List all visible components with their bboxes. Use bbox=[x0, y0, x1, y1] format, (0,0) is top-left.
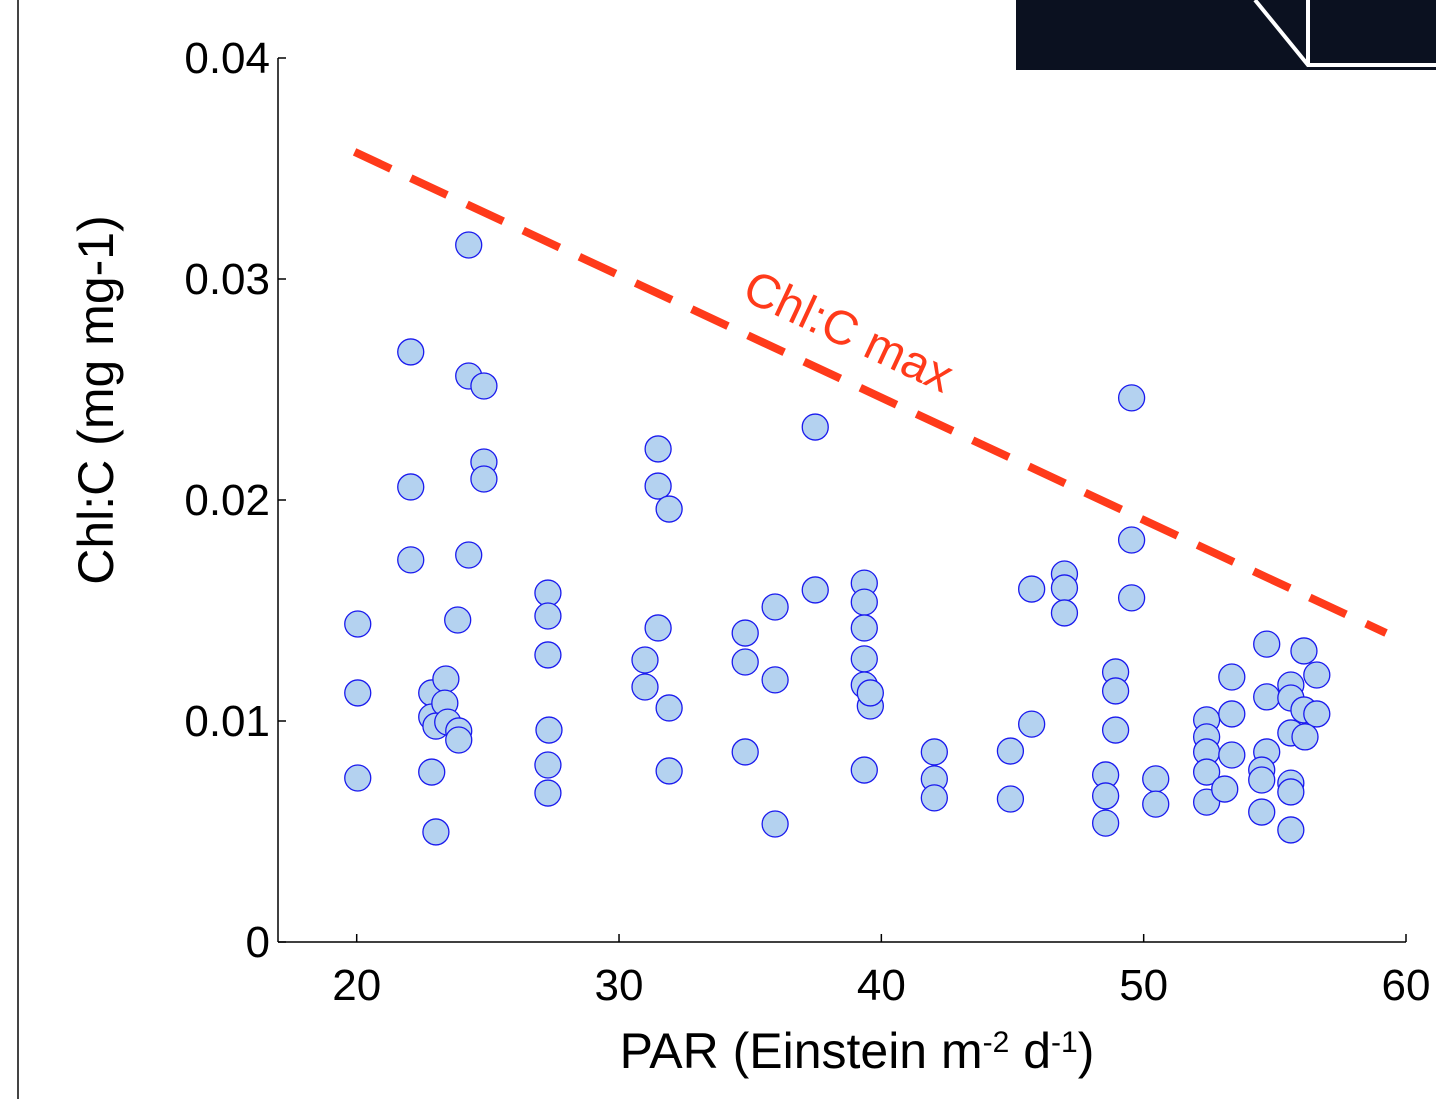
label-part: ) bbox=[1078, 1023, 1095, 1079]
x-tick-label: 50 bbox=[1119, 961, 1168, 1010]
point bbox=[1218, 663, 1246, 691]
point bbox=[850, 588, 878, 616]
point bbox=[856, 679, 884, 707]
point bbox=[801, 413, 829, 441]
point bbox=[631, 673, 659, 701]
image-block bbox=[1016, 0, 1436, 70]
point bbox=[535, 716, 563, 744]
superscript: -2 bbox=[983, 1026, 1010, 1059]
point bbox=[1248, 798, 1276, 826]
x-tick-label: 20 bbox=[332, 961, 381, 1010]
max-line-label: Chl:C max bbox=[736, 261, 961, 404]
point bbox=[534, 779, 562, 807]
point bbox=[1117, 384, 1146, 412]
point bbox=[397, 546, 425, 574]
point bbox=[1291, 723, 1319, 751]
y-axis-label: Chl:C (mg mg-1) bbox=[68, 215, 124, 584]
point bbox=[418, 758, 446, 786]
point bbox=[1142, 765, 1170, 793]
point bbox=[344, 679, 372, 707]
point bbox=[644, 614, 672, 642]
point bbox=[1101, 716, 1130, 744]
point bbox=[731, 619, 759, 647]
point bbox=[1253, 630, 1281, 658]
y-tick-label: 0.02 bbox=[184, 476, 270, 525]
point bbox=[644, 472, 672, 500]
y-tick-label: 0 bbox=[246, 918, 270, 967]
point bbox=[801, 576, 829, 604]
label-part: PAR (Einstein m bbox=[620, 1023, 983, 1079]
point bbox=[1192, 758, 1221, 786]
point bbox=[761, 810, 789, 838]
label-part: d bbox=[1009, 1023, 1051, 1079]
point bbox=[1117, 526, 1146, 554]
point bbox=[344, 610, 372, 638]
y-tick-label: 0.04 bbox=[184, 34, 270, 83]
point bbox=[1290, 637, 1318, 665]
point bbox=[631, 646, 659, 674]
point bbox=[534, 751, 562, 779]
point bbox=[455, 541, 483, 569]
point bbox=[920, 784, 948, 812]
point bbox=[1277, 816, 1305, 844]
point bbox=[850, 645, 878, 673]
point bbox=[655, 694, 683, 722]
corner-image bbox=[1016, 0, 1436, 70]
point bbox=[1091, 809, 1120, 837]
point bbox=[397, 338, 425, 366]
point bbox=[996, 785, 1025, 813]
point bbox=[655, 757, 683, 785]
max-line bbox=[352, 148, 1388, 637]
point bbox=[1253, 683, 1281, 711]
point bbox=[1018, 710, 1046, 738]
point bbox=[731, 738, 759, 766]
point bbox=[1218, 700, 1246, 728]
point bbox=[1142, 790, 1170, 818]
point bbox=[1303, 661, 1331, 689]
point bbox=[1303, 700, 1331, 728]
point bbox=[445, 726, 473, 754]
point bbox=[534, 602, 562, 630]
point bbox=[534, 641, 562, 669]
point bbox=[1091, 782, 1120, 810]
y-tick-label: 0.01 bbox=[184, 697, 270, 746]
x-tick-label: 30 bbox=[595, 961, 644, 1010]
point bbox=[1248, 766, 1276, 794]
point bbox=[534, 579, 562, 607]
point bbox=[444, 606, 472, 634]
x-tick-label: 60 bbox=[1382, 961, 1431, 1010]
y-tick-label: 0.03 bbox=[184, 255, 270, 304]
point bbox=[1211, 775, 1239, 803]
point bbox=[422, 818, 450, 846]
point bbox=[397, 473, 425, 501]
point bbox=[731, 648, 759, 676]
point bbox=[655, 495, 683, 523]
point bbox=[761, 666, 789, 694]
point bbox=[920, 738, 948, 766]
point bbox=[470, 465, 498, 493]
point bbox=[455, 231, 483, 259]
x-axis-label: PAR (Einstein m-2 d-1) bbox=[620, 1023, 1095, 1079]
point bbox=[432, 665, 460, 693]
point bbox=[996, 737, 1025, 765]
point bbox=[344, 764, 372, 792]
point bbox=[1018, 575, 1046, 603]
point bbox=[1050, 599, 1079, 627]
point bbox=[470, 372, 498, 400]
point bbox=[644, 435, 672, 463]
superscript: -1 bbox=[1051, 1026, 1078, 1059]
point bbox=[1050, 574, 1079, 602]
point bbox=[1277, 778, 1305, 806]
point bbox=[761, 593, 789, 621]
x-tick-label: 40 bbox=[857, 961, 906, 1010]
point bbox=[850, 756, 878, 784]
point bbox=[1101, 677, 1130, 705]
point bbox=[1117, 584, 1146, 612]
point bbox=[1218, 741, 1246, 769]
point bbox=[850, 614, 878, 642]
